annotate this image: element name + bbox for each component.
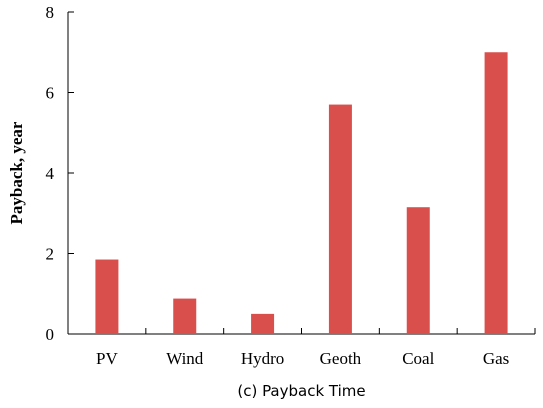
- bar-hydro: [251, 313, 275, 334]
- y-tick-label: 2: [46, 245, 55, 264]
- y-tick-label: 4: [46, 164, 55, 183]
- x-tick-label: Gas: [483, 349, 509, 368]
- y-tick-label: 0: [46, 325, 55, 344]
- y-tick-label: 8: [46, 3, 55, 22]
- bar-coal: [406, 207, 430, 334]
- x-tick-label: Hydro: [241, 349, 284, 368]
- x-tick-label: Wind: [166, 349, 204, 368]
- figure-caption: (c) Payback Time: [237, 382, 365, 400]
- bar-pv: [95, 259, 119, 334]
- x-tick-label: Geoth: [320, 349, 362, 368]
- bar-geoth: [328, 104, 352, 334]
- plot-area: 0 2 4 6 8 PV Wind Hydro Geoth Coal Gas: [46, 3, 536, 368]
- y-axis-label: Payback, year: [7, 121, 26, 224]
- y-tick-label: 6: [46, 84, 55, 103]
- x-tick-label: Coal: [402, 349, 434, 368]
- bar-gas: [484, 52, 508, 334]
- bar-wind: [173, 298, 197, 334]
- x-tick-label: PV: [96, 349, 118, 368]
